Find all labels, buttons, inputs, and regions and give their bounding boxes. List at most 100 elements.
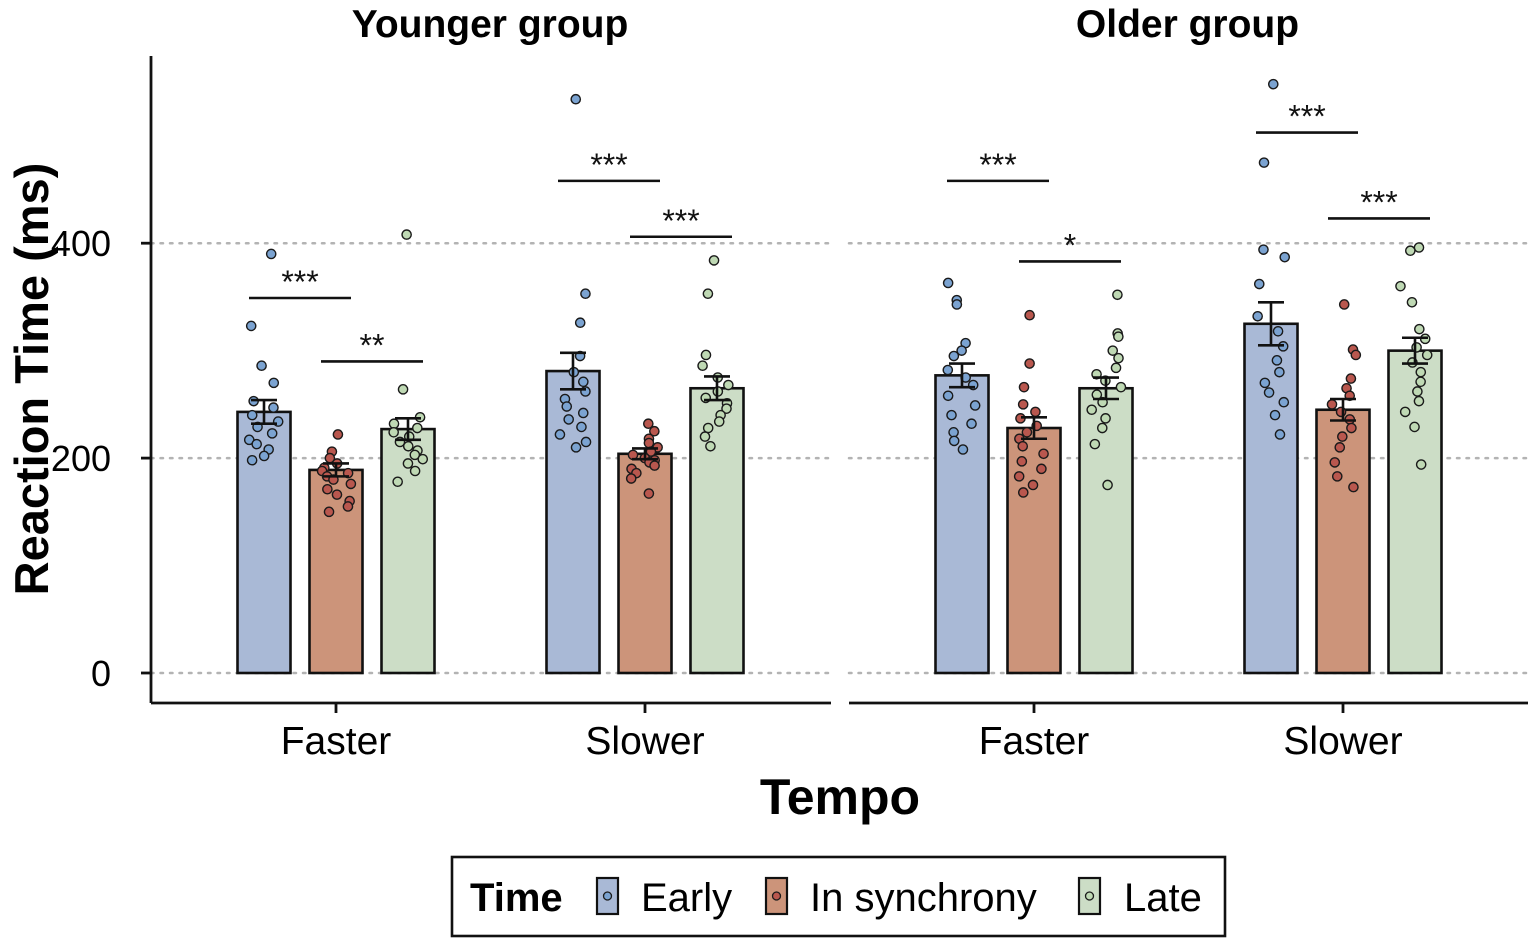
bar-1-0-0: [934, 374, 990, 675]
data-point: [1274, 366, 1285, 378]
data-point: [1346, 422, 1357, 434]
y-tick-label: 400: [51, 223, 111, 264]
data-point: [1252, 310, 1263, 322]
significance-label: *: [1064, 227, 1076, 263]
bar-1-0-1: [1006, 426, 1062, 675]
data-point: [708, 255, 720, 266]
data-point: [948, 435, 960, 447]
data-point: [723, 379, 734, 391]
significance-layer: *********************: [249, 99, 1430, 363]
data-point: [1412, 386, 1423, 397]
data-point: [1272, 326, 1284, 337]
data-point: [948, 427, 959, 438]
significance-label: **: [360, 327, 385, 363]
data-point: [1086, 404, 1098, 416]
data-point: [1421, 349, 1433, 361]
data-point: [397, 384, 409, 395]
data-point: [1413, 395, 1425, 407]
data-point: [946, 409, 957, 421]
data-point: [554, 429, 566, 440]
data-point: [345, 478, 357, 490]
data-point: [643, 437, 655, 449]
legend: Time Early In synchrony Late: [450, 855, 1227, 938]
significance-label: ***: [281, 264, 318, 300]
data-point: [942, 390, 954, 402]
data-point: [402, 458, 414, 469]
data-point: [577, 407, 589, 419]
data-point: [1399, 406, 1411, 418]
bar-0-1-1: [617, 452, 673, 675]
data-point: [322, 483, 333, 495]
data-point: [245, 320, 257, 332]
data-point: [251, 438, 263, 450]
data-point: [643, 488, 655, 499]
data-point: [1415, 366, 1427, 378]
data-point: [342, 501, 354, 512]
x-axis-title: Tempo: [760, 769, 920, 825]
data-point: [268, 377, 280, 389]
data-point: [951, 299, 963, 310]
data-point: [1348, 481, 1359, 493]
data-point: [942, 277, 954, 289]
data-point: [1395, 280, 1406, 292]
axis-layer: [141, 56, 1528, 713]
data-point: [1263, 387, 1275, 398]
data-point: [702, 422, 714, 434]
x-tick-label: Slower: [1283, 720, 1402, 763]
data-point: [649, 460, 660, 471]
data-point: [969, 400, 981, 411]
significance-label: ***: [1360, 184, 1397, 220]
data-point: [1038, 448, 1049, 460]
x-tick-label: Faster: [979, 720, 1090, 763]
data-point: [412, 422, 423, 434]
data-point: [700, 349, 712, 361]
data-point: [1102, 479, 1113, 491]
data-point: [332, 429, 344, 440]
y-tick-label: 0: [91, 653, 111, 694]
text-layer: Reaction Time (ms) 0 200 400 Faster Slower You…: [5, 3, 1403, 825]
data-point: [388, 418, 400, 430]
data-point: [1018, 381, 1030, 393]
data-point: [702, 288, 714, 300]
data-point: [625, 473, 637, 484]
data-point: [649, 425, 660, 437]
data-point: [266, 428, 278, 439]
data-point: [643, 418, 654, 430]
data-point: [561, 401, 573, 412]
data-point: [1107, 345, 1119, 356]
data-point: [1335, 406, 1347, 418]
data-point: [1024, 309, 1035, 321]
data-point: [1258, 157, 1270, 168]
significance-label: ***: [1288, 99, 1325, 135]
data-point: [401, 229, 412, 240]
data-point: [246, 454, 258, 466]
data-point: [721, 403, 732, 414]
data-point: [1096, 422, 1108, 434]
data-point: [1334, 442, 1346, 453]
data-point: [966, 418, 977, 430]
data-point: [331, 489, 343, 500]
data-point: [256, 360, 267, 371]
legend-key-point: [771, 891, 782, 901]
data-point: [705, 440, 716, 452]
data-point: [948, 350, 960, 362]
panel-title: Younger group: [352, 3, 629, 46]
bar-1-1-0: [1243, 322, 1299, 675]
data-point: [1329, 457, 1341, 468]
data-point: [1030, 406, 1041, 418]
data-point: [942, 364, 954, 376]
data-point: [1269, 409, 1281, 421]
data-point: [402, 440, 414, 452]
data-point: [1253, 278, 1265, 290]
data-point: [1110, 362, 1122, 374]
legend-label: In synchrony: [810, 876, 1037, 920]
data-point: [957, 444, 969, 455]
data-point: [580, 436, 592, 448]
data-point: [570, 442, 582, 453]
data-point: [697, 360, 708, 371]
data-point: [570, 93, 582, 105]
data-point: [409, 449, 421, 461]
bar-0-1-2: [689, 386, 745, 675]
data-point: [1024, 358, 1035, 369]
